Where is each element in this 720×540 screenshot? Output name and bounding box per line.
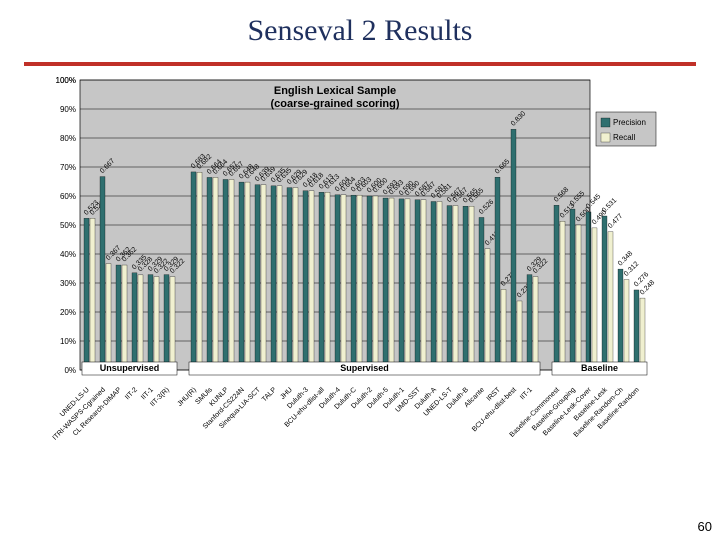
svg-text:IIT-2: IIT-2 [124, 386, 139, 401]
svg-text:Precision: Precision [613, 118, 646, 127]
svg-text:0.531: 0.531 [601, 197, 618, 214]
svg-text:Baseline: Baseline [581, 363, 618, 373]
svg-text:JHU(R): JHU(R) [176, 386, 197, 407]
svg-text:0.477: 0.477 [607, 213, 624, 230]
chart-container: 0%10%20%30%40%50%60%70%80%90%100%100%0.5… [42, 70, 682, 500]
page-number: 60 [698, 519, 712, 534]
svg-text:(coarse-grained scoring): (coarse-grained scoring) [271, 98, 400, 110]
svg-text:50%: 50% [60, 221, 76, 230]
svg-text:0%: 0% [64, 366, 76, 375]
svg-text:60%: 60% [60, 192, 76, 201]
svg-text:10%: 10% [60, 337, 76, 346]
svg-text:70%: 70% [60, 163, 76, 172]
svg-text:30%: 30% [60, 279, 76, 288]
svg-text:100%: 100% [56, 76, 76, 85]
svg-text:90%: 90% [60, 105, 76, 114]
svg-text:80%: 80% [60, 134, 76, 143]
title-rule [24, 62, 696, 66]
svg-text:IIT-1: IIT-1 [519, 386, 534, 401]
slide: { "title": "Senseval 2 Results", "page_n… [0, 0, 720, 540]
slide-title: Senseval 2 Results [0, 14, 720, 48]
svg-text:Supervised: Supervised [340, 363, 389, 373]
svg-text:Unsupervised: Unsupervised [100, 363, 160, 373]
bar-chart: 0%10%20%30%40%50%60%70%80%90%100%100%0.5… [42, 70, 682, 500]
svg-text:TALP: TALP [261, 386, 278, 403]
svg-text:20%: 20% [60, 308, 76, 317]
svg-text:Recall: Recall [613, 133, 635, 142]
svg-text:40%: 40% [60, 250, 76, 259]
svg-text:English Lexical Sample: English Lexical Sample [274, 85, 396, 97]
